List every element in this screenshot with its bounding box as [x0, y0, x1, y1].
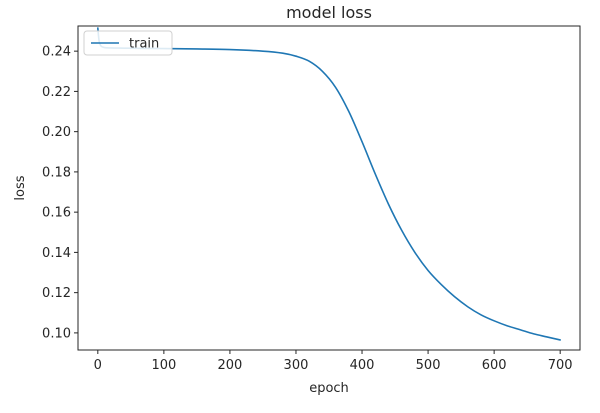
y-axis-label: loss: [13, 175, 28, 200]
x-tick-label: 500: [416, 358, 441, 373]
x-axis-label: epoch: [309, 381, 349, 396]
x-tick-label: 0: [94, 358, 102, 373]
series-line-train: [97, 27, 561, 341]
y-tick-label: 0.12: [42, 286, 71, 301]
x-tick-label: 400: [350, 358, 375, 373]
x-tick-label: 300: [284, 358, 309, 373]
y-tick-label: 0.22: [42, 85, 71, 100]
y-tick-label: 0.16: [42, 206, 71, 221]
y-tick-label: 0.18: [42, 165, 71, 180]
x-tick-label: 100: [151, 358, 176, 373]
x-axis: 0 100 200 300 400 500 600 700: [94, 350, 573, 373]
plot-frame: [77, 25, 581, 351]
x-tick-label: 600: [482, 358, 507, 373]
legend: train: [83, 30, 173, 56]
chart-title: model loss: [286, 3, 372, 22]
y-tick-label: 0.20: [42, 125, 71, 140]
y-tick-label: 0.14: [42, 246, 71, 261]
y-axis: 0.10 0.12 0.14 0.16 0.18 0.20 0.22 0.24: [42, 45, 78, 341]
x-tick-label: 200: [218, 358, 243, 373]
x-tick-label: 700: [548, 358, 573, 373]
y-tick-label: 0.10: [42, 326, 71, 341]
series-layer: [97, 27, 561, 341]
plot-area: [77, 25, 581, 351]
legend-box: [83, 30, 173, 56]
y-tick-label: 0.24: [42, 45, 71, 60]
legend-label: train: [129, 37, 159, 52]
